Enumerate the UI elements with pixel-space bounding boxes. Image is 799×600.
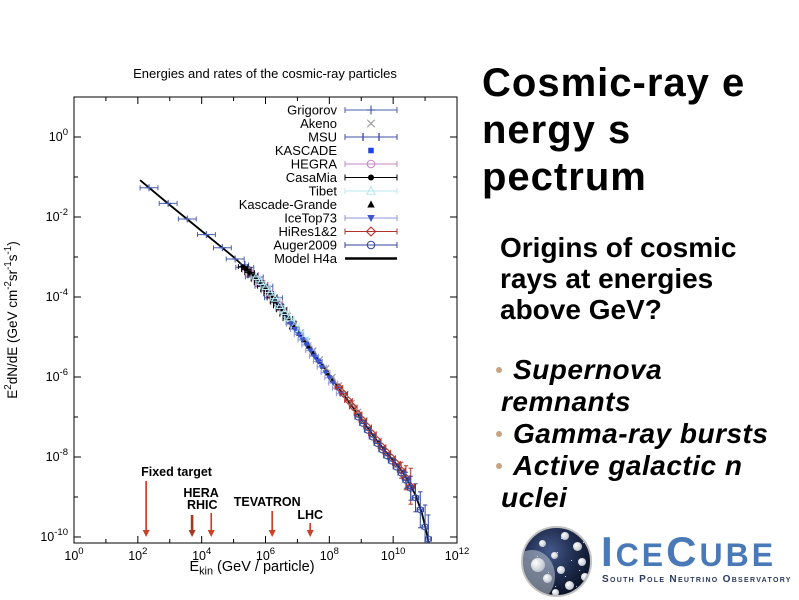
globe-sphere (551, 552, 558, 559)
bullet-text: Active galactic n (513, 450, 743, 481)
bullet-dot-icon (496, 431, 502, 437)
wordmark-part: CE (615, 537, 667, 573)
tick-label: 10-4 (46, 287, 68, 304)
globe-sphere (552, 589, 559, 595)
tick-label: 100 (49, 127, 68, 144)
tick-label: 1010 (381, 546, 405, 563)
arrow-head-icon (188, 530, 196, 537)
tick-label: 10-10 (40, 527, 68, 544)
icecube-logo: ICECUBE South Pole Neutrino Observatory (521, 524, 799, 600)
bullet-item-grb: Gamma-ray bursts (492, 418, 768, 450)
arrow-head-icon (268, 530, 276, 537)
tick-label: 106 (256, 546, 275, 563)
globe-sphere (565, 581, 574, 590)
bullet-item-agn-cont: uclei (492, 482, 768, 514)
arrow-head-icon (207, 530, 215, 537)
tick-label: 10-6 (46, 367, 68, 384)
globe-sphere (578, 558, 586, 566)
globe-sphere (573, 589, 580, 595)
icecube-globe-icon (521, 526, 592, 597)
bullet-text: Supernova (513, 354, 663, 385)
bullet-text: Gamma-ray bursts (513, 418, 769, 449)
globe-sphere (561, 532, 569, 540)
x-axis-label: Ekin (GeV / particle) (189, 559, 314, 578)
wordmark-part: C (666, 528, 700, 575)
question-text: Origins of cosmic rays at energies above… (500, 232, 737, 325)
globe-sphere (531, 558, 545, 572)
legend-label: Kascade-Grande (239, 197, 337, 212)
bullet-dot-icon (496, 367, 502, 373)
data-points-layer (139, 179, 432, 543)
arrow-head-icon (142, 530, 150, 537)
icecube-subtitle: South Pole Neutrino Observatory (602, 574, 792, 585)
legend-label: IceTop73 (284, 211, 337, 226)
accelerator-label: Fixed target (141, 465, 213, 479)
accelerator-label: HERA (183, 486, 218, 500)
cosmic-ray-spectrum-chart: 100 102 104 106 108 1010 1012 100 10-2 10-4 10-6 10… (3, 96, 469, 578)
globe-sphere (539, 540, 546, 547)
slide-title-line-3: pectrum (482, 155, 647, 199)
accelerator-label: LHC (297, 508, 323, 522)
y-axis-label: E2dN/dE (GeV cm-2sr-1s-1) (3, 241, 20, 398)
tick-label: 10-2 (46, 207, 68, 224)
legend-label: HEGRA (291, 157, 338, 172)
tick-label: 100 (64, 546, 83, 563)
bullet-text: remnants (501, 386, 632, 417)
globe-sphere (543, 574, 552, 583)
wordmark-part: I (601, 528, 616, 575)
legend-label: Auger2009 (273, 238, 337, 253)
slide-title-line-2: nergy s (482, 108, 632, 152)
bullet-item-supernova: Supernova (492, 354, 768, 386)
legend-label: MSU (308, 130, 337, 145)
globe-sphere (581, 573, 589, 581)
globe-sphere (557, 566, 565, 574)
legend-label: Akeno (300, 116, 337, 131)
accelerator-label: RHIC (187, 498, 218, 512)
bullet-list: Supernova remnants Gamma-ray bursts Acti… (492, 354, 768, 514)
tick-label: 102 (128, 546, 147, 563)
bullet-item-supernova-cont: remnants (492, 386, 768, 418)
question-line-3: above GeV? (500, 294, 662, 325)
accelerator-label: TEVATRON (234, 495, 301, 509)
question-line-1: Origins of cosmic (500, 232, 737, 263)
legend-label: Model H4a (274, 251, 338, 266)
legend-label: Grigorov (287, 103, 337, 118)
bullet-text: uclei (501, 482, 568, 513)
chart-title: Energies and rates of the cosmic-ray par… (133, 66, 397, 81)
icecube-wordmark: ICECUBE (601, 531, 776, 574)
arrow-head-icon (306, 530, 314, 537)
tick-label: 1012 (445, 546, 469, 563)
tick-label: 104 (192, 546, 211, 563)
tick-label: 10-8 (46, 447, 68, 464)
bullet-item-agn: Active galactic n (492, 450, 768, 482)
bullet-dot-icon (496, 463, 502, 469)
legend-label: CasaMia (286, 170, 338, 185)
slide-title: Cosmic-ray e nergy s pectrum (482, 60, 745, 201)
legend-label: Tibet (309, 184, 338, 199)
legend-label: KASCADE (275, 143, 337, 158)
wordmark-part: UBE (699, 537, 777, 573)
tick-label: 108 (320, 546, 339, 563)
question-line-2: rays at energies (500, 263, 714, 294)
globe-sphere (573, 542, 582, 551)
slide-title-line-1: Cosmic-ray e (482, 61, 746, 105)
legend-label: HiRes1&2 (278, 224, 337, 239)
